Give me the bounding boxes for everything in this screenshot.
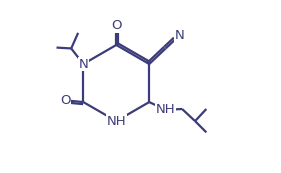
Text: O: O bbox=[60, 94, 71, 107]
Text: NH: NH bbox=[106, 115, 126, 128]
Text: O: O bbox=[111, 19, 121, 32]
Text: N: N bbox=[78, 57, 88, 71]
Text: N: N bbox=[175, 29, 184, 42]
Text: NH: NH bbox=[156, 103, 176, 116]
